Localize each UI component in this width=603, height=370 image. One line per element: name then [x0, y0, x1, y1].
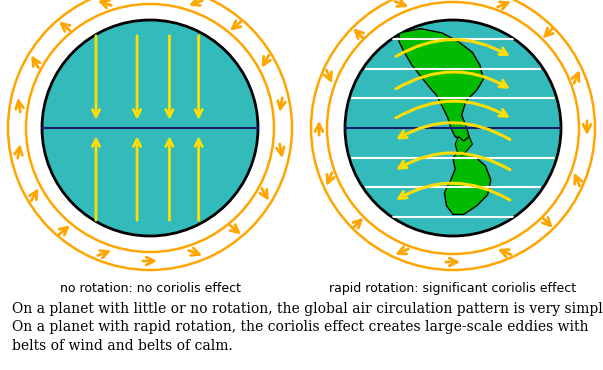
Polygon shape — [444, 152, 491, 214]
Text: no rotation: no coriolis effect: no rotation: no coriolis effect — [60, 282, 241, 295]
Circle shape — [42, 20, 258, 236]
Polygon shape — [399, 28, 483, 141]
Circle shape — [345, 20, 561, 236]
Polygon shape — [150, 122, 166, 152]
Polygon shape — [141, 149, 188, 216]
Text: On a planet with little or no rotation, the global air circulation pattern is ve: On a planet with little or no rotation, … — [12, 302, 603, 353]
Text: rapid rotation: significant coriolis effect: rapid rotation: significant coriolis eff… — [329, 282, 576, 295]
Polygon shape — [90, 28, 182, 137]
Polygon shape — [455, 137, 472, 155]
